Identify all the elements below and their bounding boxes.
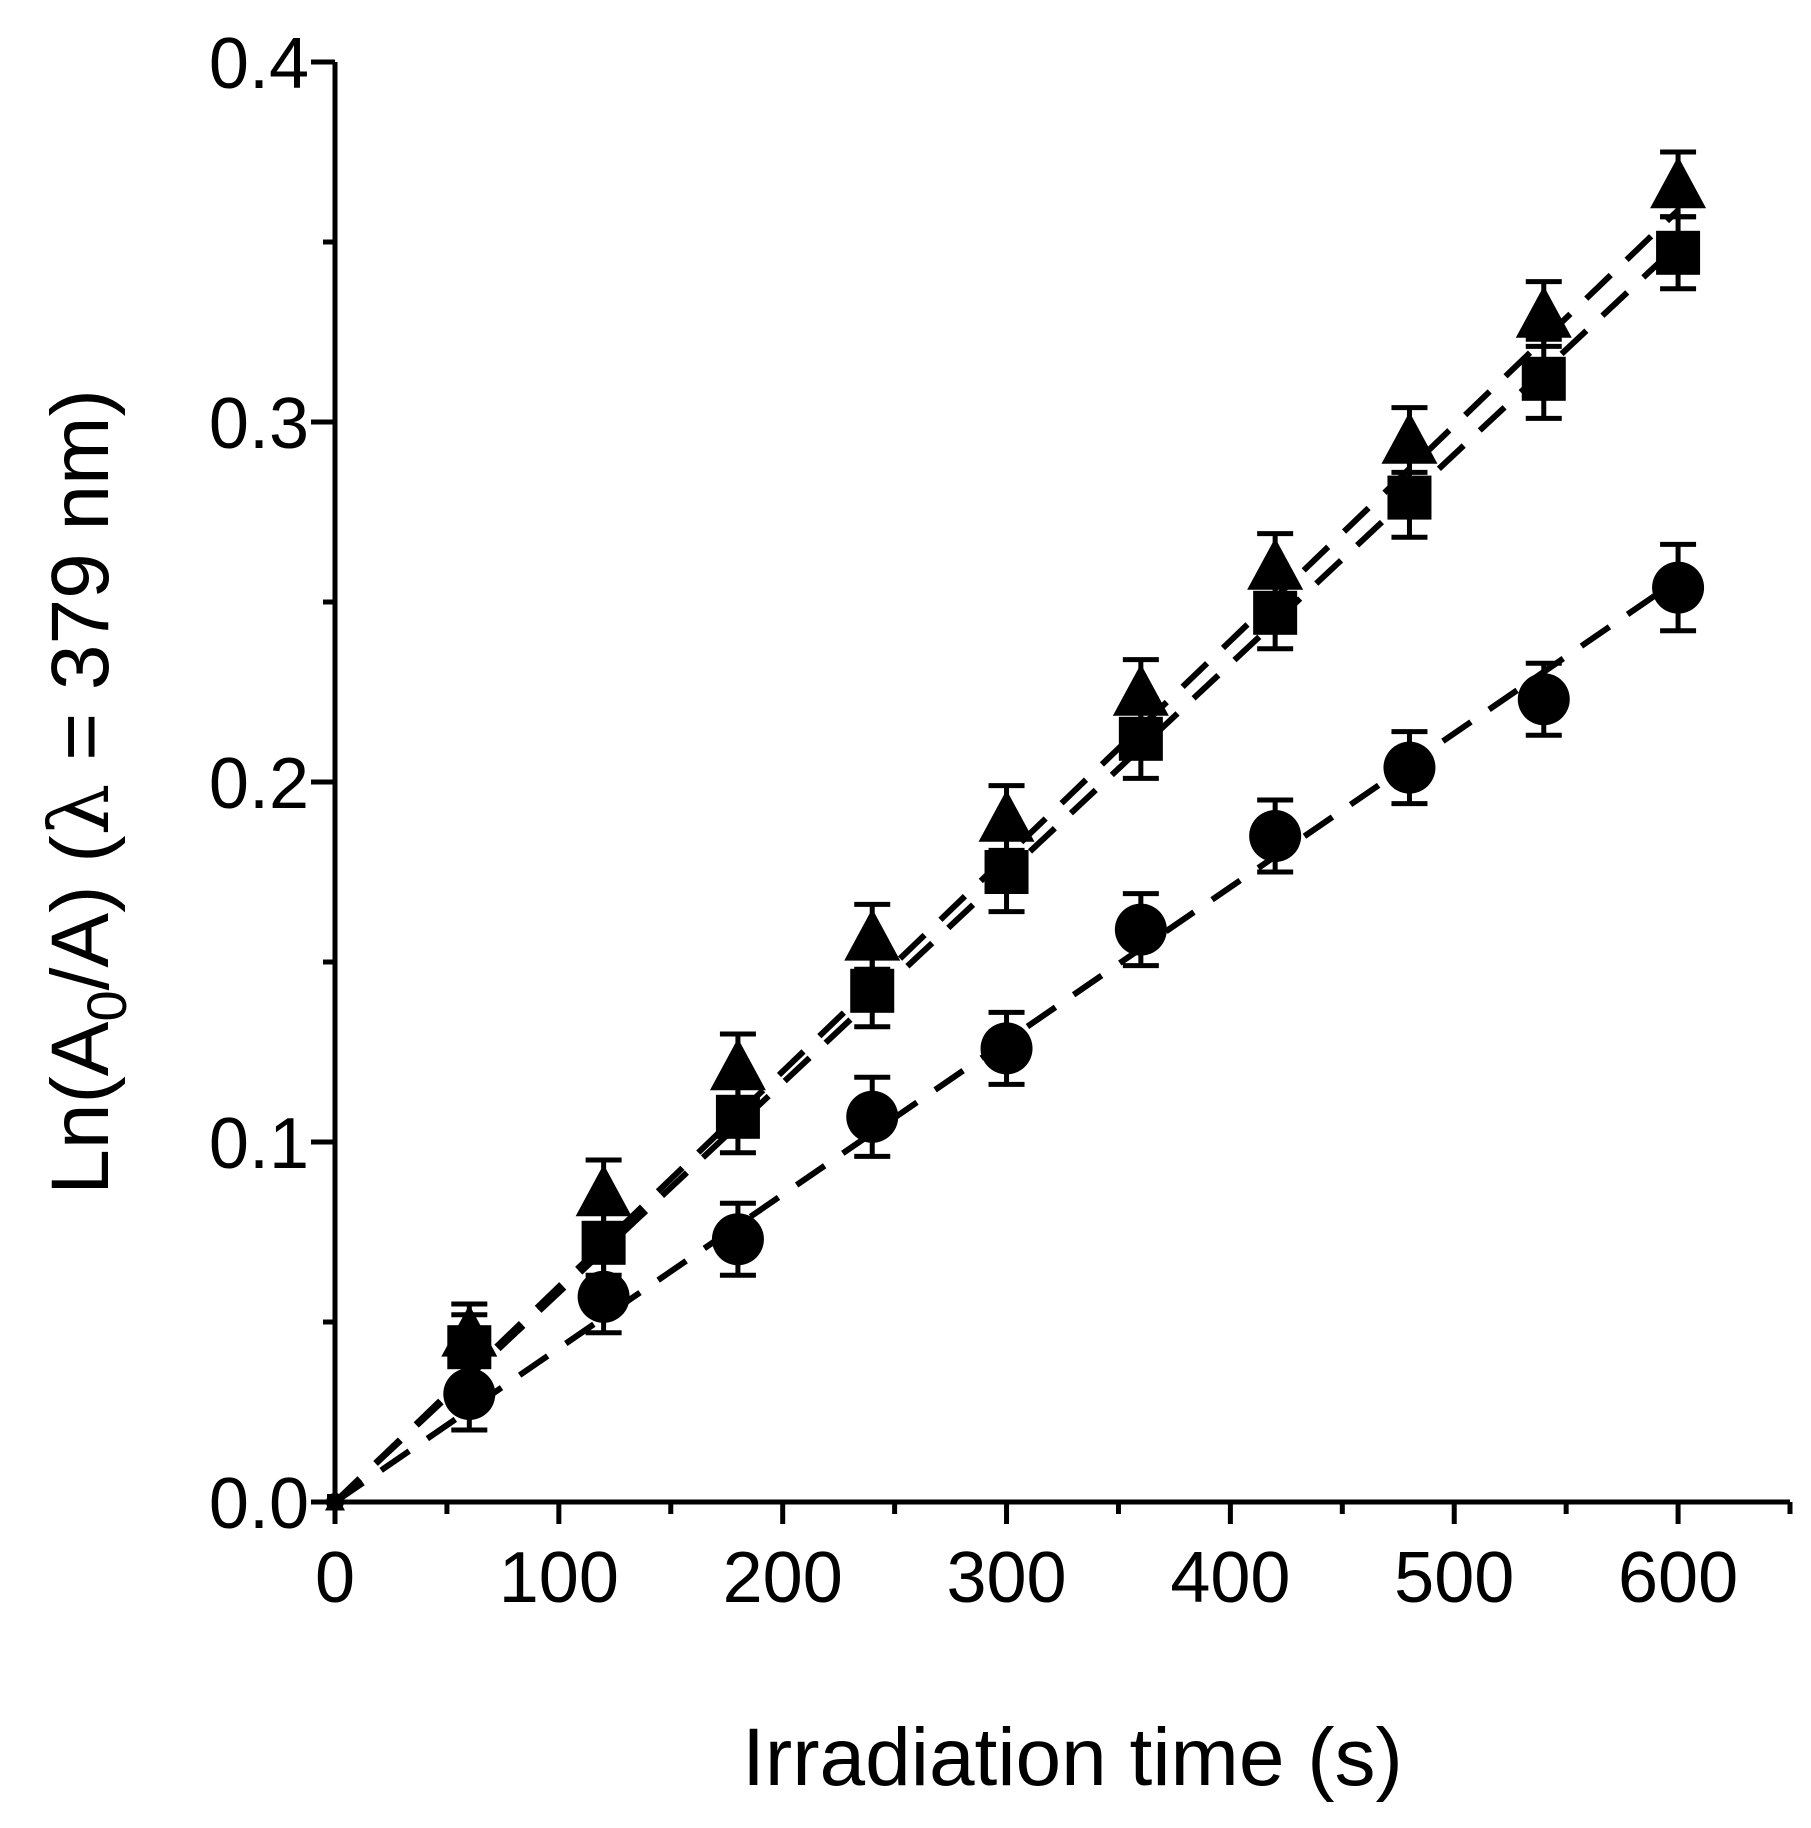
point-circle <box>577 1270 630 1323</box>
x-tick-label: 600 <box>1618 1538 1738 1618</box>
tick-labels: 0.0 0.1 0.2 0.3 0.4 0 100 200 300 400 500 600 <box>209 24 1738 1618</box>
axes <box>332 62 1790 1505</box>
point-square <box>715 1094 760 1139</box>
point-triangle <box>1381 412 1438 464</box>
point-triangle <box>1650 156 1707 209</box>
point-circle <box>1249 810 1302 862</box>
y-tick-label: 0.2 <box>209 744 309 824</box>
point-circle <box>1517 673 1570 726</box>
y-tick-label: 0.1 <box>209 1104 309 1184</box>
point-square <box>1656 230 1701 275</box>
x-tick-label: 200 <box>723 1538 843 1618</box>
point-circle <box>1652 561 1705 614</box>
point-circle <box>1114 903 1167 956</box>
point-square <box>850 968 895 1013</box>
data-markers <box>325 156 1707 1511</box>
x-tick-label: 0 <box>315 1538 355 1618</box>
y-axis-title-rest: = 379 nm) <box>35 389 126 783</box>
fit-line-triangle <box>332 208 1681 1505</box>
point-square <box>1387 475 1432 520</box>
point-square <box>447 1325 492 1370</box>
y-axis-title-prefix: Ln(A <box>35 1021 126 1195</box>
x-tick-label: 100 <box>499 1538 619 1618</box>
y-tick-label: 0.4 <box>209 24 309 104</box>
point-triangle <box>978 790 1035 842</box>
point-square <box>1118 716 1163 761</box>
point-circle <box>980 1022 1033 1075</box>
point-square <box>581 1220 626 1265</box>
ticks <box>311 59 1793 1524</box>
y-axis-title-suffix: /A) ( <box>35 836 126 991</box>
point-circle <box>443 1368 496 1420</box>
point-triangle <box>709 1038 766 1091</box>
y-axis-title-lambda: λ <box>33 784 128 836</box>
point-triangle <box>1247 538 1304 590</box>
point-triangle <box>1112 664 1169 716</box>
x-tick-label: 500 <box>1394 1538 1514 1618</box>
point-circle <box>711 1213 764 1266</box>
point-square <box>1521 356 1566 401</box>
y-axis-title: Ln(A0/A) (λ = 379 nm) <box>33 389 138 1195</box>
point-triangle <box>844 908 901 961</box>
point-square <box>984 850 1029 894</box>
point-square <box>1253 590 1298 635</box>
x-axis-title: Irradiation time (s) <box>742 1712 1403 1803</box>
y-tick-label: 0.3 <box>209 384 309 464</box>
point-triangle <box>1515 286 1572 338</box>
y-axis-title-subscript: 0 <box>75 990 138 1021</box>
point-triangle <box>575 1164 632 1217</box>
point-circle <box>1383 741 1436 794</box>
x-tick-label: 300 <box>946 1538 1066 1618</box>
y-tick-label: 0.0 <box>209 1464 309 1544</box>
point-circle <box>846 1090 899 1143</box>
x-tick-label: 400 <box>1170 1538 1290 1618</box>
